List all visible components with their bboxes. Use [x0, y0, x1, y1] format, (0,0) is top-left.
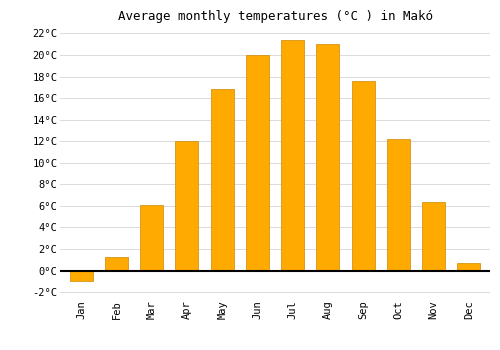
Bar [352, 81, 374, 271]
Bar [316, 44, 340, 271]
Bar [281, 40, 304, 271]
Bar [105, 257, 128, 271]
Bar [422, 202, 445, 271]
Bar [458, 263, 480, 271]
Title: Average monthly temperatures (°C ) in Makó: Average monthly temperatures (°C ) in Ma… [118, 10, 432, 23]
Bar [176, 141, 199, 271]
Bar [246, 55, 269, 271]
Bar [210, 90, 234, 271]
Bar [387, 139, 410, 271]
Bar [70, 271, 92, 281]
Bar [140, 205, 163, 271]
